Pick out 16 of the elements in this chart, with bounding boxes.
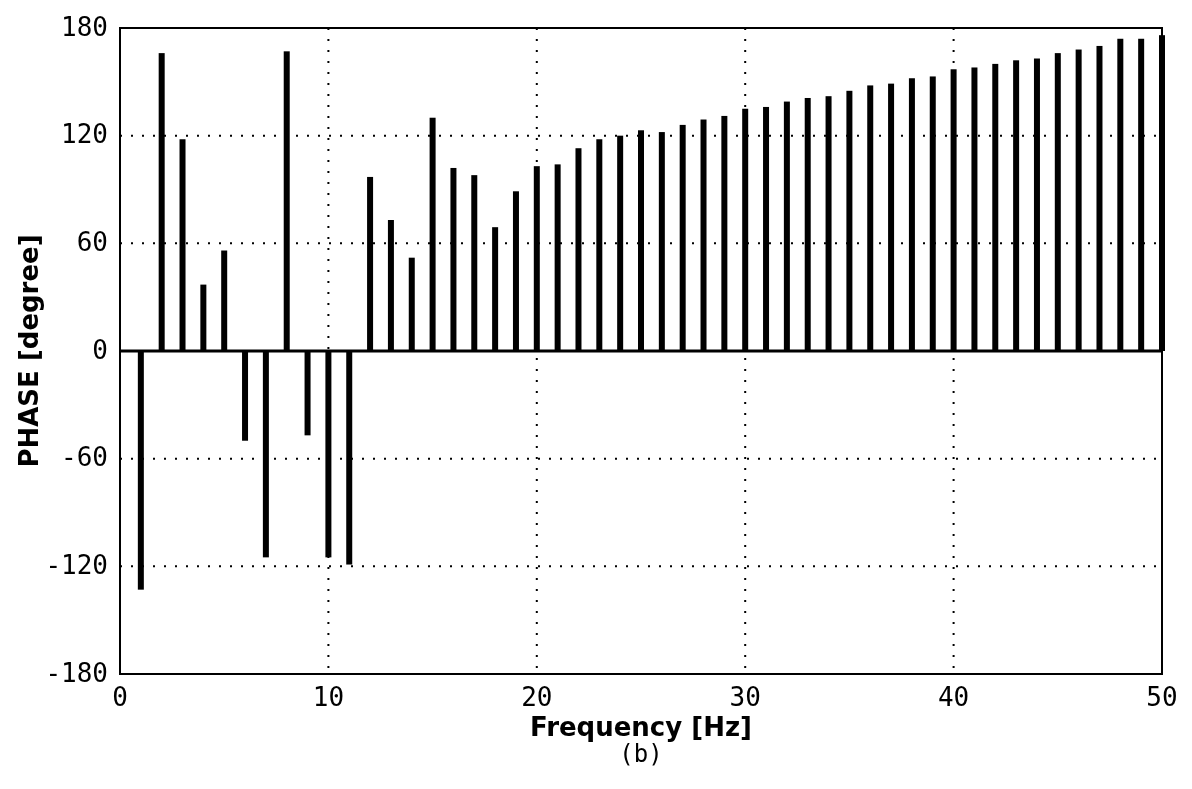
- y-tick-label: 180: [61, 11, 108, 42]
- y-tick-label: 0: [92, 334, 108, 365]
- x-tick-label: 20: [521, 682, 553, 712]
- x-axis-title: Frequency [Hz]: [530, 712, 752, 742]
- y-tick-label: -60: [61, 442, 108, 473]
- y-axis-title: PHASE [degree]: [14, 234, 44, 468]
- x-tick-label: 10: [312, 682, 345, 712]
- y-tick-label: 120: [61, 119, 108, 150]
- x-tick-label: 30: [729, 682, 761, 712]
- x-tick-label: 40: [937, 682, 970, 712]
- text: (b): [619, 740, 663, 768]
- y-tick-label: 60: [76, 226, 108, 257]
- x-tick-label: 0: [112, 682, 128, 712]
- y-tick-label: -120: [45, 549, 108, 580]
- x-tick-label: 50: [1146, 682, 1178, 712]
- y-tick-label: -180: [45, 657, 108, 688]
